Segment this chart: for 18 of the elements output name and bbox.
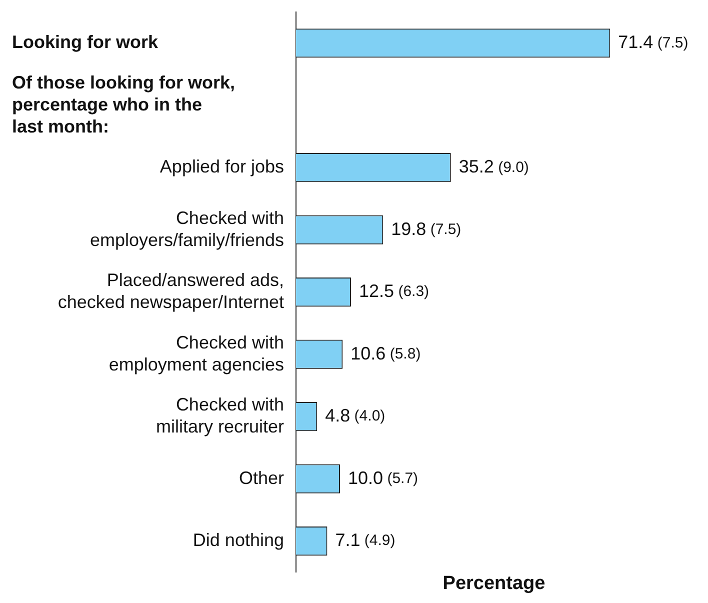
data-label: 19.8 (7.5): [391, 218, 462, 239]
data-label: 7.1 (4.9): [335, 530, 396, 550]
y-tick-label: Checked with employers/family/friends: [90, 208, 284, 250]
y-tick-label: Did nothing: [192, 530, 284, 550]
y-tick-label: Checked with employment agencies: [108, 332, 284, 374]
data-label: 10.6 (5.8): [350, 343, 421, 364]
x-axis-title: Percentage: [442, 572, 546, 594]
data-label: 71.4 (7.5): [618, 32, 688, 52]
y-tick-label: Checked with military recruiter: [156, 394, 284, 437]
data-label: 10.0 (5.7): [348, 468, 418, 488]
text: Of those looking for work, percentage who in the last month:: [12, 72, 236, 136]
text: Looking for work: [12, 32, 159, 52]
y-tick-label: Other: [238, 468, 284, 488]
data-label: 12.5 (6.3): [359, 281, 430, 302]
y-tick-label: Placed/answered ads, checked newspaper/Internet: [58, 270, 284, 312]
y-tick-label: Applied for jobs: [160, 156, 284, 177]
data-label: 4.8 (4.0): [325, 406, 386, 426]
data-label: 35.2 (9.0): [458, 156, 529, 177]
